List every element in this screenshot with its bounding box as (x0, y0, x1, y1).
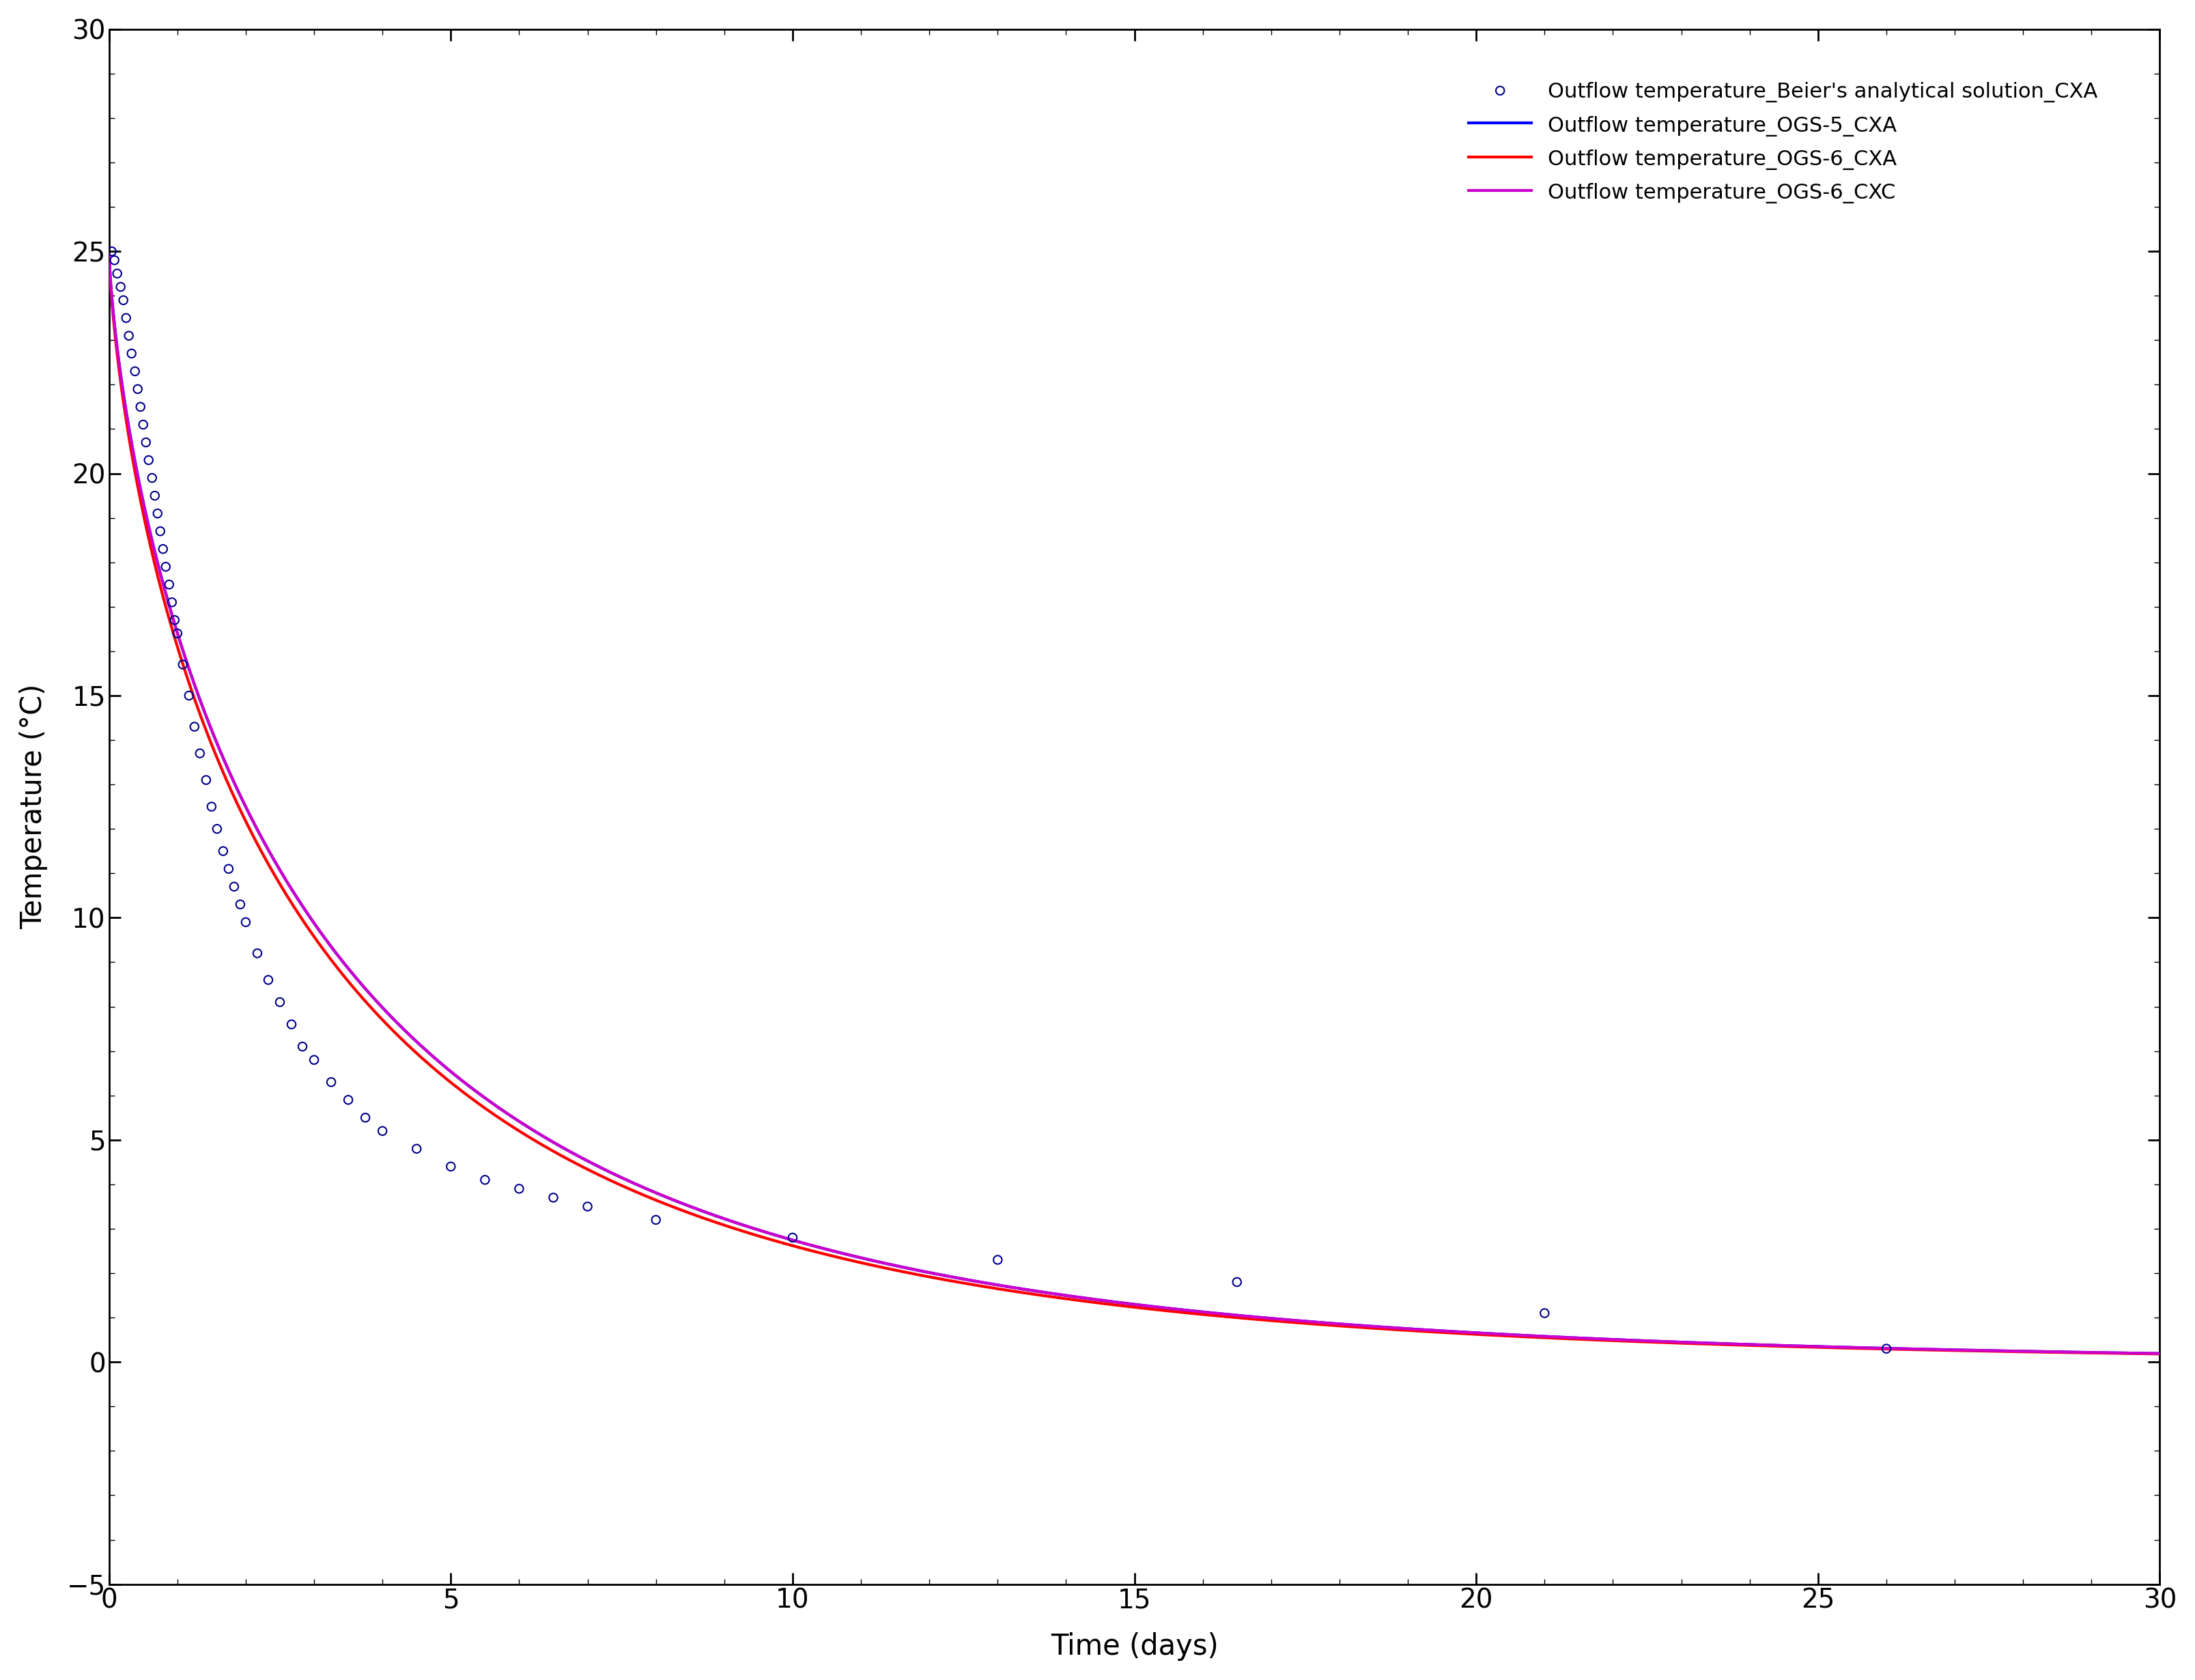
Outflow temperature_Beier's analytical solution_CXA (132, 447, 167, 474)
Outflow temperature_Beier's analytical solution_CXA (206, 838, 241, 865)
Outflow temperature_Beier's analytical solution_CXA (189, 766, 224, 793)
Outflow temperature_Beier's analytical solution_CXA (112, 323, 147, 349)
Outflow temperature_OGS-6_CXA (1038, 1287, 1065, 1307)
Line: Outflow temperature_OGS-5_CXA: Outflow temperature_OGS-5_CXA (110, 255, 2160, 1354)
Outflow temperature_OGS-6_CXA (2087, 1342, 2114, 1362)
Outflow temperature_Beier's analytical solution_CXA (94, 239, 130, 265)
Outflow temperature_Beier's analytical solution_CXA (314, 1068, 349, 1095)
Outflow temperature_Beier's analytical solution_CXA (228, 909, 263, 936)
Outflow temperature_Beier's analytical solution_CXA (296, 1047, 331, 1074)
Outflow temperature_OGS-5_CXA (1038, 1284, 1065, 1304)
Outflow temperature_Beier's analytical solution_CXA (108, 304, 143, 331)
Outflow temperature_Beier's analytical solution_CXA (274, 1011, 309, 1038)
Outflow temperature_Beier's analytical solution_CXA (121, 376, 156, 403)
Outflow temperature_Beier's analytical solution_CXA (399, 1136, 435, 1163)
Outflow temperature_Beier's analytical solution_CXA (364, 1117, 399, 1144)
Outflow temperature_Beier's analytical solution_CXA (147, 553, 182, 580)
Outflow temperature_OGS-6_CXC (97, 245, 123, 265)
Outflow temperature_Beier's analytical solution_CXA (116, 358, 151, 385)
Outflow temperature_Beier's analytical solution_CXA (285, 1033, 320, 1060)
Line: Outflow temperature_OGS-6_CXC: Outflow temperature_OGS-6_CXC (110, 255, 2160, 1354)
Outflow temperature_OGS-6_CXA (1710, 1334, 1736, 1354)
Outflow temperature_Beier's analytical solution_CXA (500, 1176, 536, 1203)
Outflow temperature_Beier's analytical solution_CXA (432, 1152, 468, 1179)
Outflow temperature_Beier's analytical solution_CXA (775, 1225, 810, 1252)
Y-axis label: Temperature (°C): Temperature (°C) (20, 684, 48, 929)
Outflow temperature_Beier's analytical solution_CXA (140, 501, 176, 528)
Outflow temperature_Beier's analytical solution_CXA (134, 464, 169, 491)
Outflow temperature_Beier's analytical solution_CXA (151, 571, 187, 598)
Outflow temperature_Beier's analytical solution_CXA (103, 274, 138, 301)
Line: Outflow temperature_OGS-6_CXA: Outflow temperature_OGS-6_CXA (110, 255, 2160, 1354)
Outflow temperature_Beier's analytical solution_CXA (536, 1184, 571, 1211)
Outflow temperature_Beier's analytical solution_CXA (97, 247, 132, 274)
Outflow temperature_Beier's analytical solution_CXA (114, 339, 149, 366)
Outflow temperature_Beier's analytical solution_CXA (138, 482, 173, 509)
Outflow temperature_Beier's analytical solution_CXA (125, 412, 160, 438)
Outflow temperature_Beier's analytical solution_CXA (217, 874, 252, 900)
Outflow temperature_OGS-5_CXA (2085, 1342, 2112, 1362)
Outflow temperature_OGS-6_CXA (200, 739, 226, 759)
Legend: Outflow temperature_Beier's analytical solution_CXA, Outflow temperature_OGS-5_C: Outflow temperature_Beier's analytical s… (1457, 71, 2107, 213)
Outflow temperature_Beier's analytical solution_CXA (639, 1206, 674, 1233)
Outflow temperature_Beier's analytical solution_CXA (99, 260, 134, 287)
Outflow temperature_OGS-6_CXC (2087, 1342, 2114, 1362)
Outflow temperature_Beier's analytical solution_CXA (1526, 1300, 1561, 1327)
Outflow temperature_OGS-6_CXC (1038, 1284, 1065, 1304)
Outflow temperature_Beier's analytical solution_CXA (165, 652, 200, 679)
Outflow temperature_Beier's analytical solution_CXA (123, 393, 158, 420)
Outflow temperature_Beier's analytical solution_CXA (331, 1087, 367, 1114)
Outflow temperature_Beier's analytical solution_CXA (347, 1104, 382, 1131)
Outflow temperature_Beier's analytical solution_CXA (158, 606, 193, 633)
Outflow temperature_Beier's analytical solution_CXA (145, 536, 180, 563)
Outflow temperature_OGS-5_CXA (2147, 1344, 2173, 1364)
Outflow temperature_OGS-6_CXA (97, 245, 123, 265)
Outflow temperature_OGS-5_CXA (97, 245, 123, 265)
Outflow temperature_OGS-6_CXC (1710, 1334, 1736, 1354)
Outflow temperature_OGS-6_CXA (1093, 1294, 1119, 1314)
Outflow temperature_Beier's analytical solution_CXA (182, 739, 217, 766)
Outflow temperature_Beier's analytical solution_CXA (178, 714, 213, 741)
Outflow temperature_OGS-6_CXC (2147, 1344, 2173, 1364)
Outflow temperature_Beier's analytical solution_CXA (105, 287, 140, 314)
Outflow temperature_Beier's analytical solution_CXA (160, 620, 195, 647)
Outflow temperature_OGS-6_CXC (1093, 1290, 1119, 1310)
Outflow temperature_Beier's analytical solution_CXA (261, 990, 296, 1016)
Outflow temperature_OGS-6_CXA (2147, 1344, 2173, 1364)
Outflow temperature_Beier's analytical solution_CXA (1218, 1268, 1253, 1295)
Outflow temperature_Beier's analytical solution_CXA (1868, 1336, 1903, 1362)
Outflow temperature_OGS-6_CXC (200, 726, 226, 746)
Outflow temperature_OGS-6_CXA (2085, 1342, 2112, 1362)
Outflow temperature_Beier's analytical solution_CXA (154, 590, 189, 617)
Outflow temperature_Beier's analytical solution_CXA (222, 890, 257, 917)
Outflow temperature_Beier's analytical solution_CXA (250, 966, 285, 993)
Outflow temperature_OGS-5_CXA (2087, 1342, 2114, 1362)
Outflow temperature_OGS-5_CXA (1710, 1334, 1736, 1354)
Outflow temperature_Beier's analytical solution_CXA (171, 682, 206, 709)
Outflow temperature_Beier's analytical solution_CXA (239, 939, 274, 966)
X-axis label: Time (days): Time (days) (1049, 1633, 1218, 1662)
Outflow temperature_Beier's analytical solution_CXA (979, 1247, 1014, 1273)
Outflow temperature_Beier's analytical solution_CXA (127, 428, 162, 455)
Outflow temperature_Beier's analytical solution_CXA (571, 1193, 606, 1220)
Outflow temperature_Beier's analytical solution_CXA (468, 1166, 503, 1193)
Outflow temperature_OGS-5_CXA (200, 726, 226, 746)
Outflow temperature_Beier's analytical solution_CXA (211, 855, 246, 882)
Outflow temperature_Beier's analytical solution_CXA (143, 517, 178, 544)
Outflow temperature_OGS-6_CXC (2085, 1342, 2112, 1362)
Outflow temperature_Beier's analytical solution_CXA (200, 815, 235, 842)
Outflow temperature_Beier's analytical solution_CXA (193, 793, 228, 820)
Outflow temperature_OGS-5_CXA (1093, 1290, 1119, 1310)
